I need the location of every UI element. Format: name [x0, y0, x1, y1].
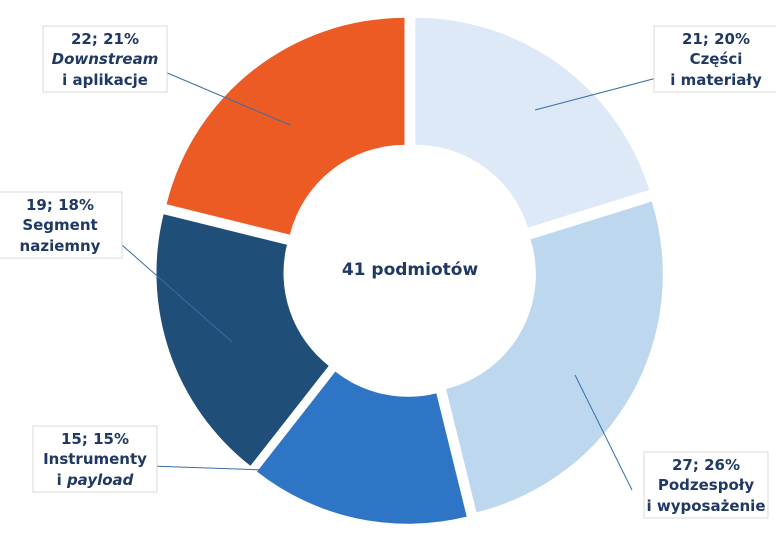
label-box	[643, 451, 769, 519]
leader-line	[534, 74, 669, 111]
value-label: 15; 15%	[61, 430, 129, 448]
wedges	[156, 17, 663, 524]
value-label: 22; 21%	[71, 30, 139, 48]
category-label: Podzespoły	[658, 476, 754, 494]
label-box	[653, 25, 776, 93]
label-part: i materiały	[670, 71, 762, 89]
category-label: i payload	[57, 471, 134, 489]
center-label: 41 podmiotów	[342, 260, 479, 280]
label-part: Downstream	[52, 50, 159, 68]
label-part: i	[57, 471, 67, 489]
label-part: Podzespoły	[658, 476, 754, 494]
leader-line	[149, 465, 266, 471]
wedge	[257, 371, 467, 524]
label-box	[0, 191, 123, 259]
category-label: i materiały	[670, 71, 762, 89]
labels: 21; 20% Części i materiały 27; 26% Podzespoł…	[0, 25, 776, 519]
wedge	[446, 201, 663, 513]
category-label: naziemny	[20, 237, 101, 255]
category-label: Segment	[22, 216, 97, 234]
leader-line	[574, 374, 633, 491]
leader-line	[164, 71, 291, 126]
label-part: payload	[66, 471, 134, 489]
category-label: i wyposażenie	[647, 497, 766, 515]
label-box	[32, 425, 158, 493]
value-label: 21; 20%	[682, 30, 750, 48]
label-box	[42, 25, 168, 93]
value-label: 27; 26%	[672, 456, 740, 474]
value-label: 19; 18%	[26, 196, 94, 214]
leader-line	[104, 229, 233, 343]
category-label: i aplikacje	[62, 71, 148, 89]
label-part: Instrumenty	[43, 450, 147, 468]
category-label: Części	[690, 50, 743, 68]
category-label: Downstream	[52, 50, 159, 68]
label-part: i wyposażenie	[647, 497, 766, 515]
label-part: i aplikacje	[62, 71, 148, 89]
wedge	[166, 17, 405, 235]
wedge	[415, 17, 650, 228]
label-part: naziemny	[20, 237, 101, 255]
label-part: Części	[690, 50, 743, 68]
label-part: Segment	[22, 216, 97, 234]
wedge	[156, 214, 329, 466]
category-label: Instrumenty	[43, 450, 147, 468]
